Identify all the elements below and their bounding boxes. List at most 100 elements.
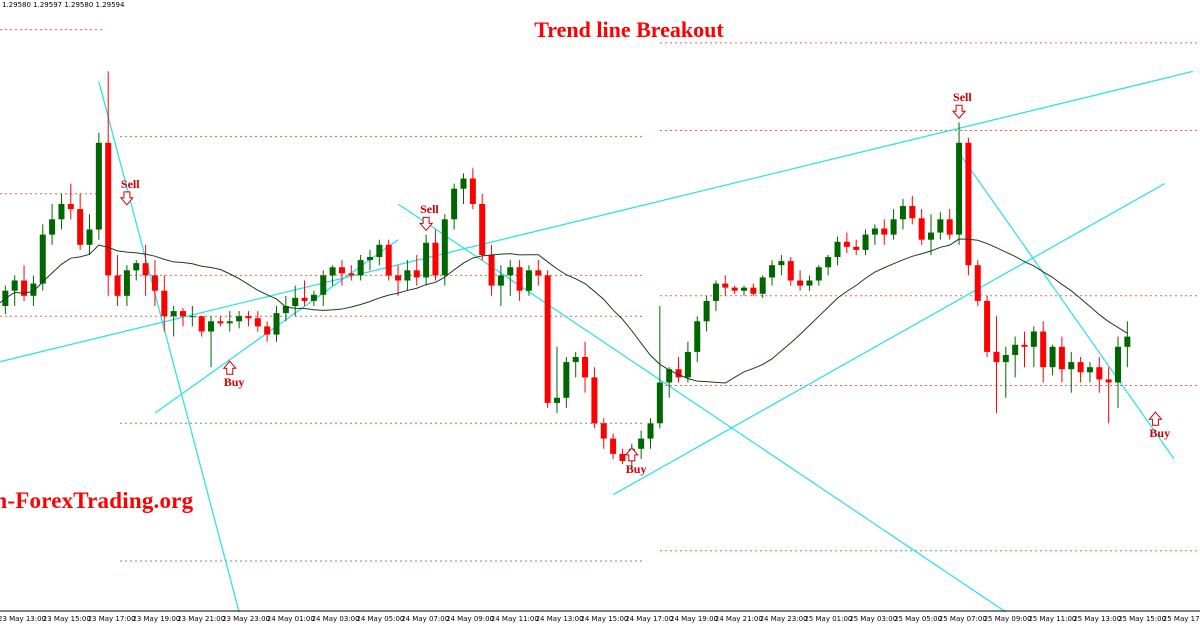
- x-tick-label: 25 May 07:00: [938, 615, 987, 623]
- x-tick-label: 24 May 09:00: [445, 615, 495, 623]
- candle-body: [469, 178, 476, 204]
- x-tick-label: 25 May 05:00: [893, 615, 943, 623]
- candle-body: [582, 357, 589, 378]
- candle-body: [675, 369, 682, 378]
- sell-arrow-icon: [951, 104, 967, 119]
- candle-body: [198, 316, 205, 332]
- candle-body: [245, 316, 252, 319]
- candle-body: [30, 283, 37, 296]
- trendline: [0, 70, 1193, 363]
- price-chart[interactable]: [0, 0, 1200, 612]
- candle-body: [750, 287, 757, 294]
- candle-body: [58, 204, 65, 220]
- candle-body: [432, 242, 439, 276]
- candle-body: [264, 326, 271, 335]
- candle-body: [292, 297, 299, 306]
- x-tick-label: 24 May 23:00: [759, 615, 808, 623]
- candle-body: [460, 178, 467, 189]
- buy-label: Buy: [223, 375, 245, 390]
- candle-body: [1021, 344, 1028, 347]
- chart-title: Trend line Breakout: [534, 17, 724, 42]
- candle-body: [516, 267, 523, 291]
- x-tick-label: 24 May 19:00: [669, 615, 719, 623]
- candle-body: [591, 377, 598, 424]
- candle-body: [21, 280, 28, 296]
- candle-body: [806, 280, 813, 286]
- candle-body: [67, 204, 74, 210]
- candle-body: [180, 311, 186, 317]
- x-tick-label: 23 May 13:00: [0, 615, 47, 623]
- sell-arrow-icon: [419, 216, 434, 232]
- candle-body: [928, 232, 934, 240]
- candle-body: [572, 357, 579, 363]
- candle-body: [49, 219, 56, 235]
- candle-body: [114, 275, 121, 296]
- candle-body: [554, 397, 560, 403]
- sell-label: Sell: [420, 202, 439, 217]
- trendline: [98, 81, 240, 612]
- candle-body: [273, 313, 280, 335]
- candle-body: [376, 244, 383, 258]
- x-tick-label: 23 May 23:00: [221, 615, 271, 623]
- candle-body: [236, 316, 243, 322]
- candle-body: [797, 280, 804, 286]
- trendline: [612, 183, 1166, 496]
- candle-body: [320, 275, 327, 295]
- sell-label: Sell: [120, 176, 140, 191]
- candle-body: [170, 311, 177, 317]
- candle-body: [1086, 367, 1093, 373]
- candle-body: [329, 267, 336, 276]
- buy-label: Buy: [625, 461, 647, 476]
- candle-body: [404, 270, 411, 281]
- candle-body: [441, 219, 448, 276]
- candle-body: [1049, 346, 1056, 368]
- ohlc-readout: 1.29580 1.29597 1.29580 1.29594: [2, 1, 125, 9]
- x-tick-label: 23 May 19:00: [132, 615, 181, 623]
- candle-body: [208, 321, 215, 332]
- x-tick-label: 25 May 15:00: [1117, 615, 1167, 623]
- candle-body: [226, 321, 233, 324]
- candle-body: [535, 270, 542, 276]
- candle-body: [1012, 344, 1019, 355]
- candle-body: [142, 263, 149, 276]
- candle-body: [871, 228, 878, 235]
- candle-body: [703, 300, 710, 322]
- x-tick-label: 25 May 11:00: [1028, 615, 1077, 623]
- candle-body: [77, 209, 84, 245]
- candle-body: [357, 260, 364, 276]
- candle-body: [1002, 354, 1009, 363]
- trendline: [397, 203, 1007, 612]
- candle-body: [95, 142, 102, 230]
- candle-body: [965, 142, 972, 266]
- candle-body: [451, 188, 458, 220]
- candle-body: [39, 234, 46, 284]
- candle-body: [741, 287, 747, 291]
- candle-body: [413, 270, 420, 278]
- candle-body: [712, 283, 719, 301]
- candle-body: [834, 241, 841, 258]
- candle-body: [367, 257, 373, 261]
- x-tick-label: 24 May 11:00: [490, 615, 539, 623]
- candle-body: [123, 270, 130, 296]
- candle-body: [282, 306, 289, 314]
- candle-body: [899, 206, 906, 220]
- candle-body: [778, 261, 785, 266]
- candle-body: [909, 206, 916, 219]
- candle-body: [385, 244, 392, 276]
- candle-body: [815, 267, 822, 281]
- candle-body: [666, 369, 673, 383]
- x-axis: 23 May 13:00 23 May 15:00 23 May 17:00 23 M…: [0, 612, 1200, 630]
- candle-body: [151, 275, 158, 291]
- x-tick-label: 24 May 17:00: [625, 615, 674, 623]
- candle-body: [189, 316, 196, 318]
- candle-body: [993, 351, 1000, 363]
- candle-body: [395, 275, 402, 281]
- x-tick-label: 25 May 01:00: [804, 615, 853, 623]
- x-tick-label: 24 May 01:00: [266, 615, 315, 623]
- watermark: rn-ForexTrading.org: [0, 488, 194, 513]
- x-tick-label: 24 May 03:00: [311, 615, 360, 623]
- candle-body: [105, 142, 112, 276]
- x-tick-label: 25 May 09:00: [983, 615, 1032, 623]
- candle-body: [1040, 331, 1047, 368]
- candle-body: [1058, 346, 1065, 370]
